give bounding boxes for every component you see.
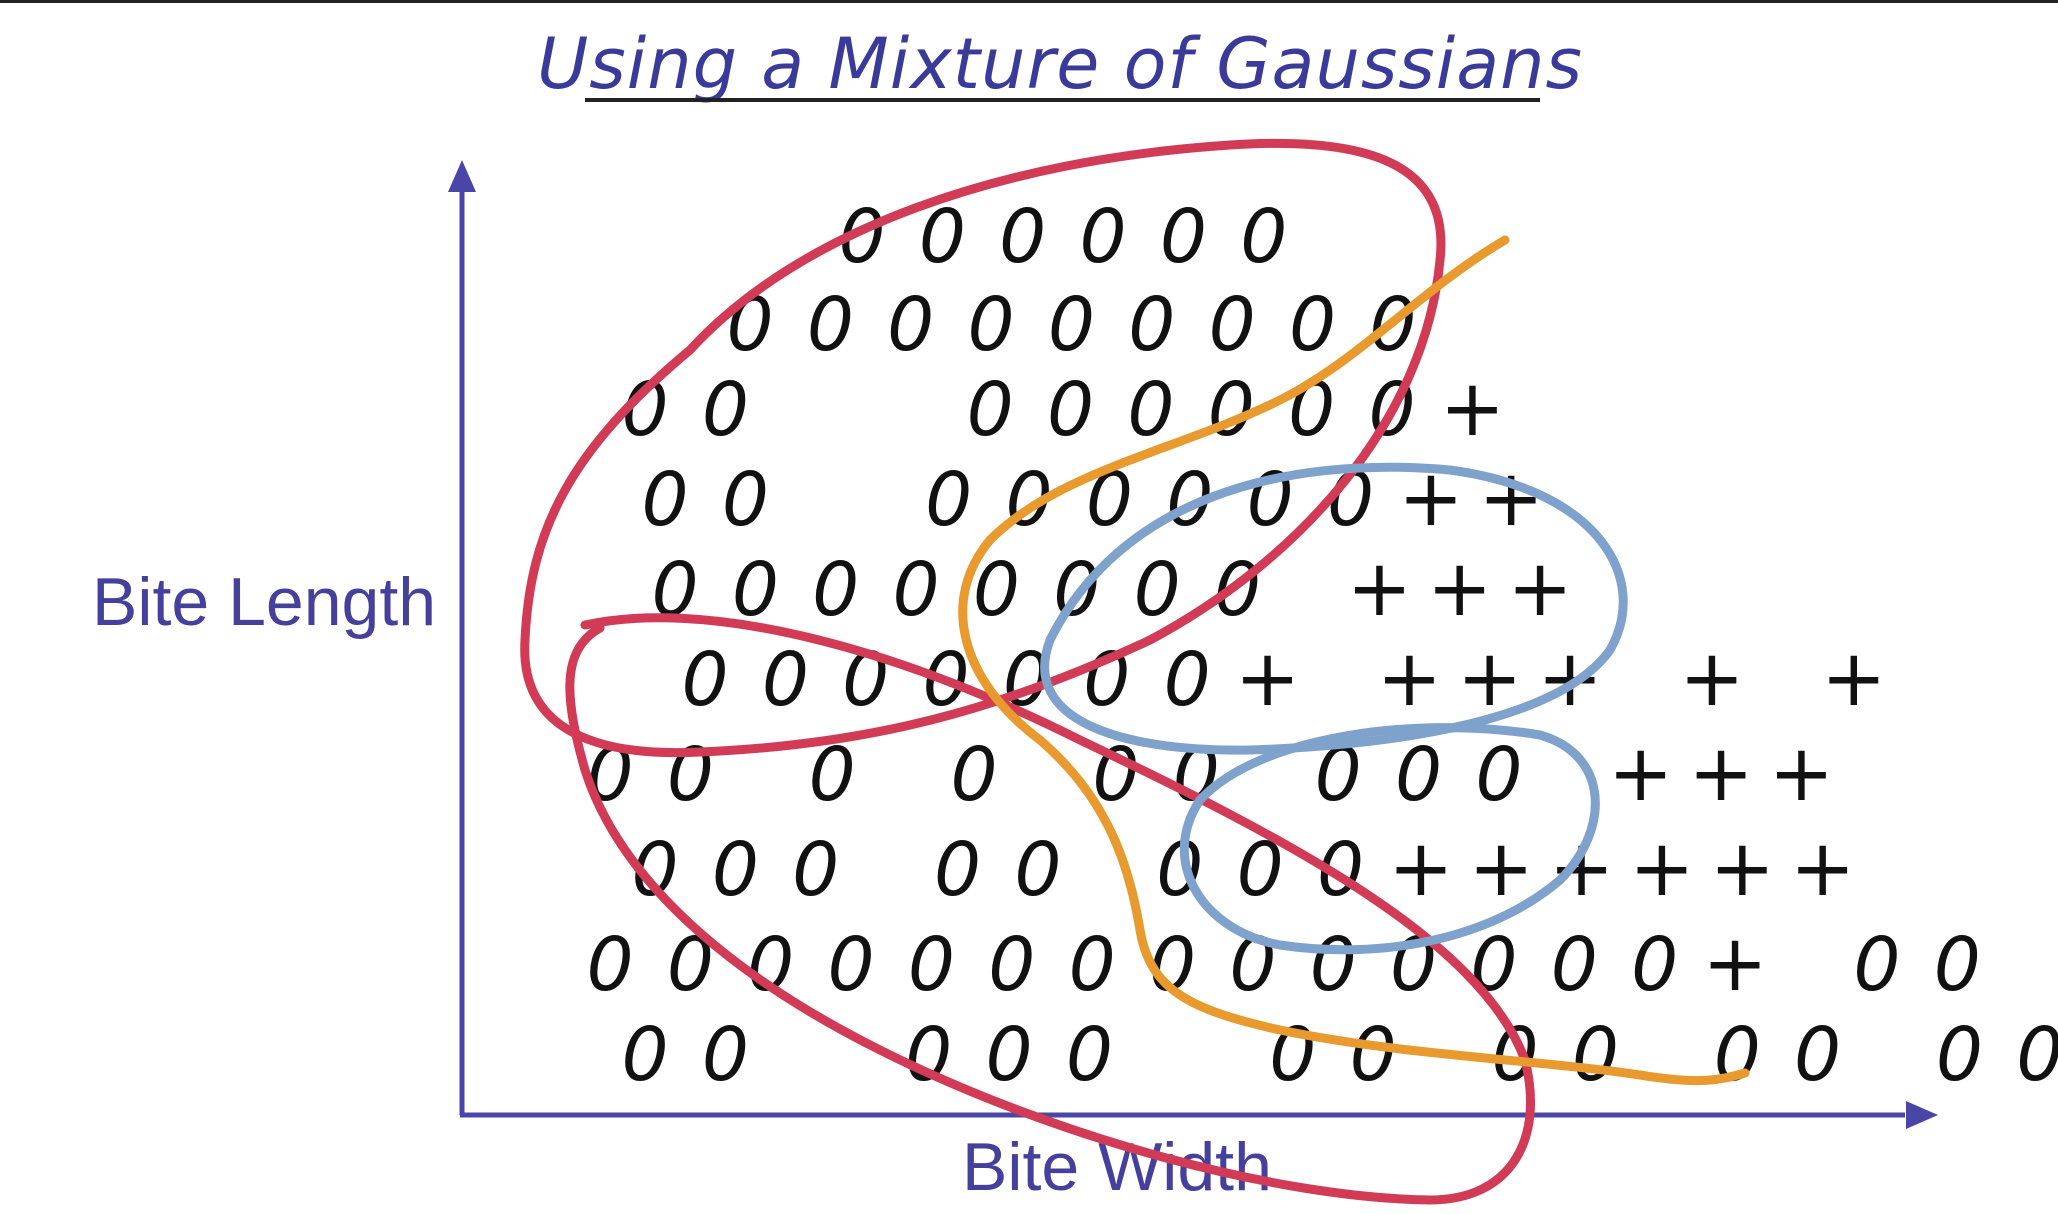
y-axis-label: Bite Length — [92, 564, 436, 640]
o-mark: 0 — [1350, 1012, 1397, 1098]
plus-mark: + — [1710, 824, 1775, 914]
o-mark: 0 — [812, 547, 859, 633]
o-mark: 0 — [893, 547, 940, 633]
plus-mark: + — [1679, 634, 1744, 724]
o-mark: 0 — [1080, 194, 1127, 280]
o-mark: 0 — [973, 547, 1020, 633]
plus-mark: + — [1235, 634, 1300, 724]
o-mark: 0 — [1794, 1012, 1841, 1098]
o-mark: 0 — [1289, 282, 1336, 368]
o-mark: 0 — [1310, 922, 1357, 1008]
red-gaussian-lower — [565, 613, 1536, 1205]
plus-mark: + — [1377, 634, 1442, 724]
plus-mark: + — [1347, 544, 1412, 634]
title: Using a Mixture of Gaussians — [537, 23, 1583, 105]
o-mark: 0 — [722, 457, 769, 543]
o-mark: 0 — [1160, 194, 1207, 280]
o-mark: 0 — [1395, 732, 1442, 818]
o-mark: 0 — [2016, 1012, 2058, 1098]
o-mark: 0 — [1214, 547, 1261, 633]
o-mark: 0 — [1164, 637, 1211, 723]
o-mark: 0 — [887, 282, 934, 368]
blue-gaussian-upper — [1040, 462, 1628, 755]
o-mark: 0 — [1048, 282, 1095, 368]
o-mark: 0 — [951, 732, 998, 818]
o-mark: 0 — [1934, 922, 1981, 1008]
o-mark: 0 — [999, 194, 1046, 280]
o-mark: 0 — [988, 922, 1035, 1008]
data-marks: 0 0 0 0 0 00 0 0 0 0 0 0 0 00 0 0 0 0 0 0 0 +0 0 0 0 0 0 0 0 + +0 0 0 0 0 0… — [586, 194, 2058, 1098]
o-mark: 0 — [1247, 457, 1294, 543]
blue-gaussian-lower — [1179, 723, 1600, 955]
o-mark: 0 — [1240, 194, 1287, 280]
x-axis-arrowhead — [1906, 1101, 1938, 1129]
o-mark: 0 — [641, 457, 688, 543]
plus-mark: + — [1790, 824, 1855, 914]
plus-mark: + — [1688, 729, 1753, 819]
o-mark: 0 — [621, 1012, 668, 1098]
plus-mark: + — [1479, 454, 1544, 544]
o-mark: 0 — [1014, 827, 1061, 913]
o-mark: 0 — [1470, 922, 1517, 1008]
o-mark: 0 — [1066, 1012, 1113, 1098]
plus-mark: + — [1769, 729, 1834, 819]
plus-mark: + — [1537, 634, 1602, 724]
o-mark: 0 — [1714, 1012, 1761, 1098]
o-mark: 0 — [1390, 922, 1437, 1008]
red-gaussian-upper — [520, 138, 1446, 758]
o-mark: 0 — [1156, 827, 1203, 913]
o-mark: 0 — [732, 547, 779, 633]
o-mark: 0 — [702, 1012, 749, 1098]
o-mark: 0 — [1631, 922, 1678, 1008]
plus-mark: + — [1427, 544, 1492, 634]
o-mark: 0 — [807, 282, 854, 368]
o-mark: 0 — [1047, 367, 1094, 453]
plus-mark: + — [1549, 824, 1614, 914]
plus-mark: + — [1469, 824, 1534, 914]
o-mark: 0 — [1134, 547, 1181, 633]
o-mark: 0 — [667, 732, 714, 818]
plus-mark: + — [1440, 364, 1505, 454]
o-mark: 0 — [968, 282, 1015, 368]
o-mark: 0 — [967, 367, 1014, 453]
o-mark: 0 — [1551, 922, 1598, 1008]
o-mark: 0 — [1475, 732, 1522, 818]
plus-mark: + — [1821, 634, 1886, 724]
o-mark: 0 — [1069, 922, 1116, 1008]
o-mark: 0 — [1853, 922, 1900, 1008]
o-mark: 0 — [702, 367, 749, 453]
o-mark: 0 — [712, 827, 759, 913]
o-mark: 0 — [986, 1012, 1033, 1098]
o-mark: 0 — [1572, 1012, 1619, 1098]
plus-mark: + — [1702, 919, 1767, 1009]
plus-mark: + — [1507, 544, 1572, 634]
o-mark: 0 — [762, 637, 809, 723]
o-mark: 0 — [934, 827, 981, 913]
o-mark: 0 — [792, 827, 839, 913]
orange-decision-boundary — [958, 235, 1750, 1086]
o-mark: 0 — [1127, 367, 1174, 453]
plus-mark: + — [1388, 824, 1453, 914]
plus-mark: + — [1629, 824, 1694, 914]
o-mark: 0 — [681, 637, 728, 723]
y-axis-arrowhead — [448, 160, 476, 192]
o-mark: 0 — [1128, 282, 1175, 368]
o-mark: 0 — [925, 457, 972, 543]
o-mark: 0 — [908, 922, 955, 1008]
o-mark: 0 — [828, 922, 875, 1008]
o-mark: 0 — [1209, 282, 1256, 368]
o-mark: 0 — [1936, 1012, 1983, 1098]
o-mark: 0 — [1208, 367, 1255, 453]
o-mark: 0 — [586, 922, 633, 1008]
plus-mark: + — [1608, 729, 1673, 819]
top-border — [0, 0, 2058, 3]
